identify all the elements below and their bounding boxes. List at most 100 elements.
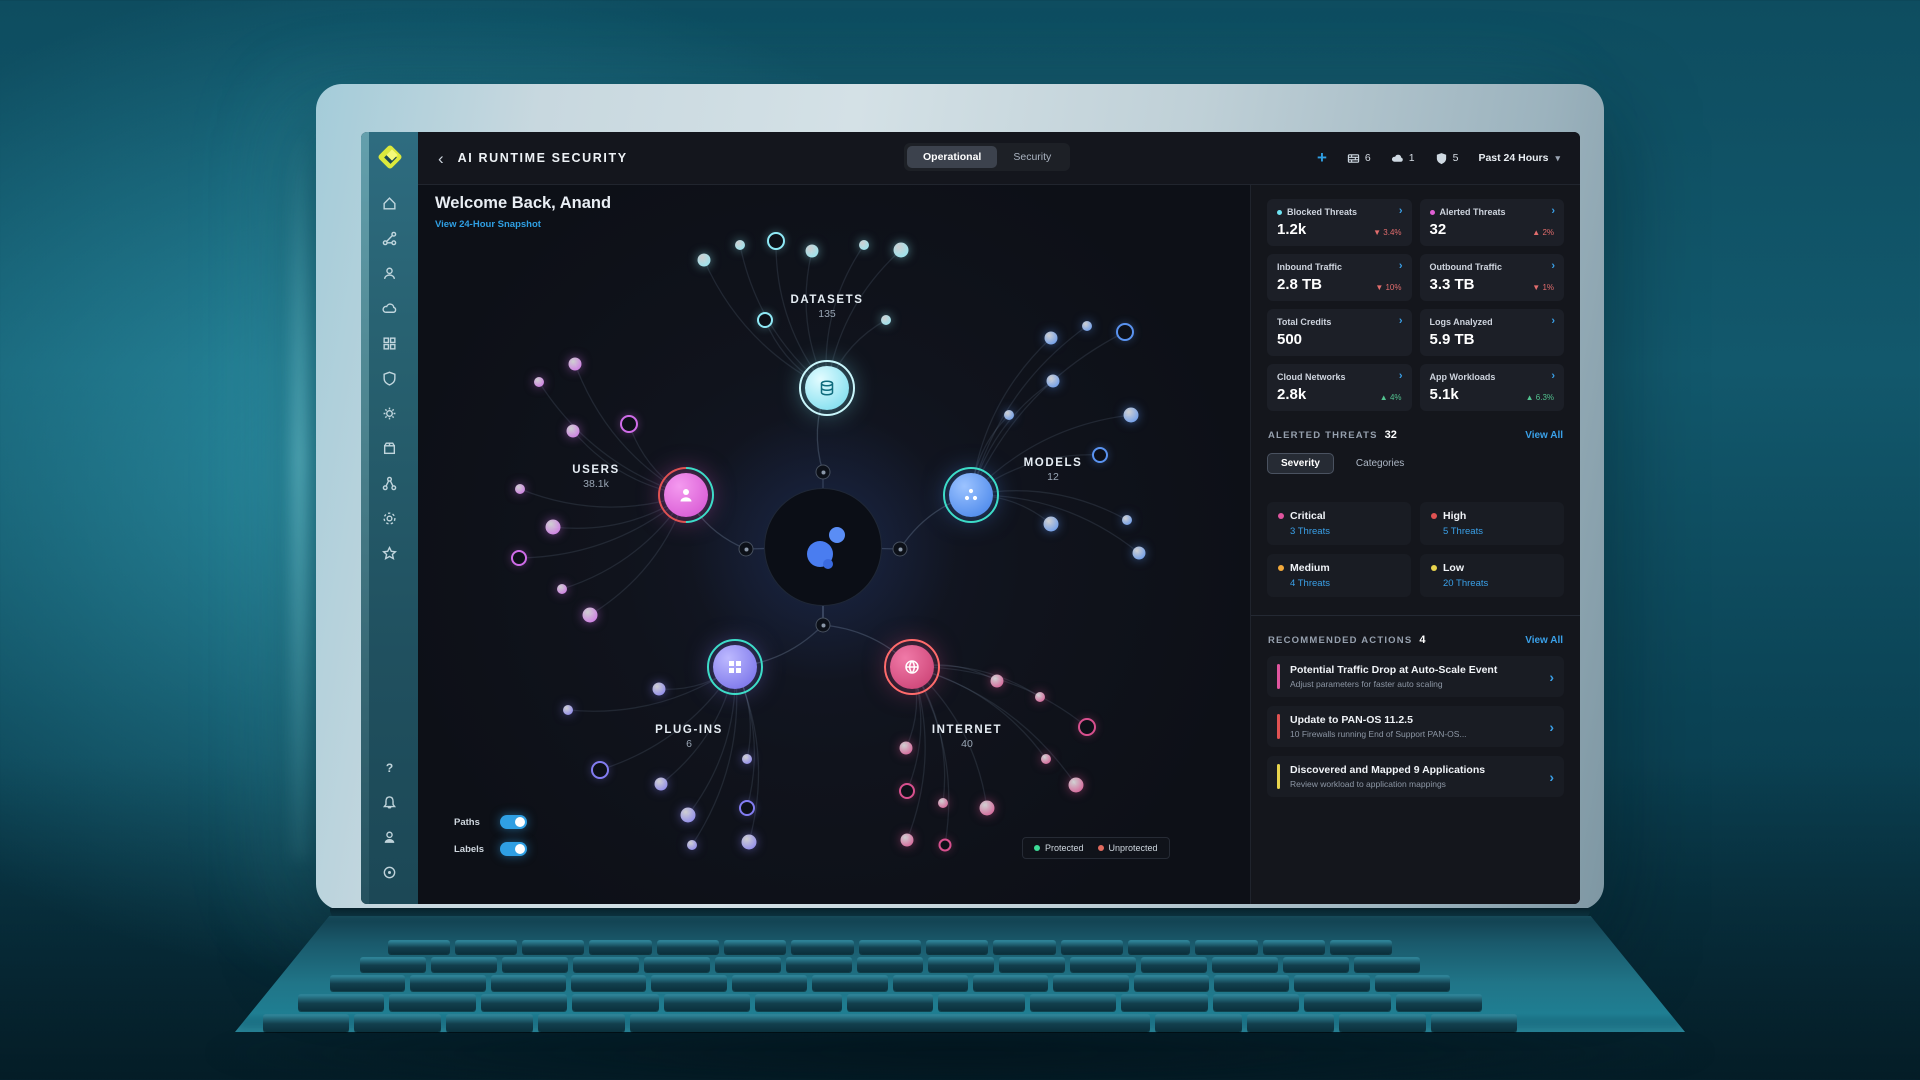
graph-sub-node[interactable]: [1122, 515, 1132, 525]
action-item-panos-update[interactable]: Update to PAN-OS 11.2.5 10 Firewalls run…: [1267, 706, 1564, 747]
graph-sub-node[interactable]: [735, 240, 745, 250]
tab-categories[interactable]: Categories: [1355, 458, 1405, 469]
add-button[interactable]: +: [1316, 148, 1327, 167]
graph-sub-node[interactable]: [1041, 754, 1051, 764]
low-threats-link[interactable]: 20 Threats: [1443, 578, 1489, 589]
graph-sub-node[interactable]: [979, 800, 995, 816]
graph-sub-node[interactable]: [654, 777, 668, 791]
sidebar-item-operations[interactable]: [373, 396, 407, 431]
graph-sub-node[interactable]: [545, 519, 561, 535]
graph-sub-node[interactable]: [620, 415, 638, 433]
sidebar-item-monitor[interactable]: [373, 256, 407, 291]
action-item-traffic-drop[interactable]: Potential Traffic Drop at Auto-Scale Eve…: [1267, 656, 1564, 697]
graph-sub-node[interactable]: [687, 840, 697, 850]
critical-threats-link[interactable]: 3 Threats: [1290, 526, 1330, 537]
graph-sub-node[interactable]: [900, 833, 914, 847]
graph-sub-node[interactable]: [680, 807, 696, 823]
stat-card-inbound-traffic[interactable]: Inbound Traffic › 2.8 TB ▼ 10%: [1267, 254, 1412, 301]
graph-sub-node[interactable]: [1044, 331, 1058, 345]
graph-sub-node[interactable]: [1004, 410, 1014, 420]
graph-sub-node[interactable]: [899, 741, 913, 755]
alerted-threats-view-all[interactable]: View All: [1525, 430, 1563, 441]
graph-sub-node[interactable]: [1078, 718, 1096, 736]
graph-sub-node[interactable]: [568, 357, 582, 371]
graph-sub-node[interactable]: [938, 798, 948, 808]
snapshot-link[interactable]: View 24-Hour Snapshot: [435, 219, 541, 230]
graph-sub-node[interactable]: [1132, 546, 1146, 560]
graph-sub-node[interactable]: [742, 754, 752, 764]
action-item-mapped-applications[interactable]: Discovered and Mapped 9 Applications Rev…: [1267, 756, 1564, 797]
graph-connector-node[interactable]: [738, 541, 754, 557]
graph-sub-node[interactable]: [563, 705, 573, 715]
stat-card-total-credits[interactable]: Total Credits › 500: [1267, 309, 1412, 356]
tab-operational[interactable]: Operational: [907, 146, 998, 168]
graph-sub-node[interactable]: [1046, 374, 1060, 388]
medium-threats-link[interactable]: 4 Threats: [1290, 578, 1330, 589]
graph-sub-node[interactable]: [893, 242, 909, 258]
sidebar-item-security[interactable]: [373, 361, 407, 396]
graph-sub-node[interactable]: [881, 315, 891, 325]
sidebar-item-cloud[interactable]: [373, 291, 407, 326]
stat-card-outbound-traffic[interactable]: Outbound Traffic › 3.3 TB ▼ 1%: [1419, 254, 1564, 301]
sidebar-item-inventory[interactable]: [373, 431, 407, 466]
graph-node-users[interactable]: [664, 473, 708, 517]
graph-sub-node[interactable]: [566, 424, 580, 438]
graph-sub-node[interactable]: [899, 783, 915, 799]
graph-node-models[interactable]: [943, 467, 999, 523]
graph-node-datasets[interactable]: [799, 360, 855, 416]
graph-sub-node[interactable]: [1092, 447, 1108, 463]
sidebar-item-favorites[interactable]: [373, 536, 407, 571]
graph-sub-node[interactable]: [741, 834, 757, 850]
high-threats-link[interactable]: 5 Threats: [1443, 526, 1483, 537]
graph-node-internet[interactable]: [884, 639, 940, 695]
sidebar-item-notifications[interactable]: [373, 785, 407, 820]
graph-sub-node[interactable]: [557, 584, 567, 594]
sidebar-item-help[interactable]: ?: [373, 750, 407, 785]
sidebar-item-activity[interactable]: [373, 221, 407, 256]
graph-sub-node[interactable]: [534, 377, 544, 387]
stat-card-app-workloads[interactable]: App Workloads › 5.1k ▲ 6.3%: [1419, 364, 1564, 411]
graph-sub-node[interactable]: [1123, 407, 1139, 423]
graph-sub-node[interactable]: [1116, 323, 1134, 341]
stat-card-logs-analyzed[interactable]: Logs Analyzed › 5.9 TB: [1419, 309, 1564, 356]
labels-toggle[interactable]: [500, 842, 527, 856]
graph-hub-node[interactable]: [764, 488, 882, 606]
sidebar-item-status[interactable]: [373, 855, 407, 890]
recommended-actions-view-all[interactable]: View All: [1525, 635, 1563, 646]
graph-sub-node[interactable]: [1035, 692, 1045, 702]
stat-card-cloud-networks[interactable]: Cloud Networks › 2.8k ▲ 4%: [1267, 364, 1412, 411]
sidebar-item-apps[interactable]: [373, 326, 407, 361]
graph-sub-node[interactable]: [652, 682, 666, 696]
stat-card-blocked-threats[interactable]: Blocked Threats › 1.2k ▼ 3.4%: [1267, 199, 1412, 246]
firewall-counter[interactable]: 6: [1347, 152, 1371, 165]
cloud-counter[interactable]: 1: [1391, 152, 1415, 165]
tab-security[interactable]: Security: [1013, 151, 1052, 163]
graph-sub-node[interactable]: [697, 253, 711, 267]
graph-sub-node[interactable]: [859, 240, 869, 250]
graph-sub-node[interactable]: [591, 761, 609, 779]
graph-sub-node[interactable]: [1082, 321, 1092, 331]
sidebar-item-settings[interactable]: [373, 501, 407, 536]
graph-sub-node[interactable]: [805, 244, 819, 258]
time-range-select[interactable]: Past 24 Hours ▾: [1478, 152, 1560, 164]
graph-sub-node[interactable]: [938, 838, 952, 852]
graph-sub-node[interactable]: [582, 607, 598, 623]
back-button[interactable]: ‹: [438, 148, 444, 168]
shield-counter[interactable]: 5: [1435, 152, 1458, 165]
paths-toggle[interactable]: [500, 815, 527, 829]
tab-severity[interactable]: Severity: [1267, 453, 1334, 474]
sidebar-item-home[interactable]: [373, 186, 407, 221]
graph-sub-node[interactable]: [515, 484, 525, 494]
sidebar-item-network[interactable]: [373, 466, 407, 501]
graph-sub-node[interactable]: [511, 550, 527, 566]
graph-connector-node[interactable]: [815, 464, 831, 480]
sidebar-item-profile[interactable]: [373, 820, 407, 855]
graph-sub-node[interactable]: [739, 800, 755, 816]
graph-sub-node[interactable]: [1068, 777, 1084, 793]
graph-sub-node[interactable]: [990, 674, 1004, 688]
graph-node-plugins[interactable]: [707, 639, 763, 695]
stat-card-alerted-threats[interactable]: Alerted Threats › 32 ▲ 2%: [1419, 199, 1564, 246]
graph-connector-node[interactable]: [892, 541, 908, 557]
graph-sub-node[interactable]: [767, 232, 785, 250]
graph-sub-node[interactable]: [757, 312, 773, 328]
